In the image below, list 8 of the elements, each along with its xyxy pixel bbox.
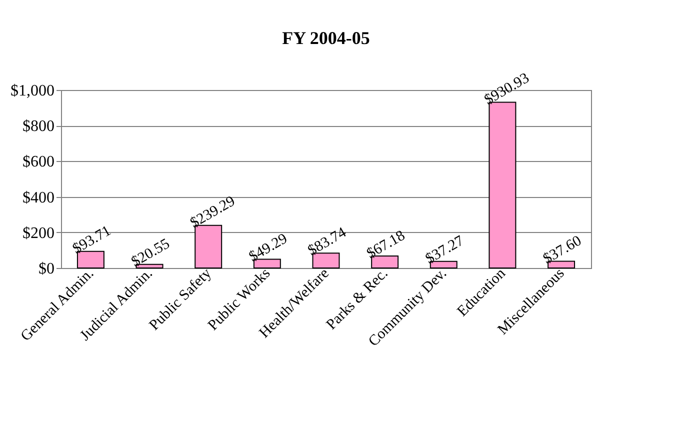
y-tick-label: $400 xyxy=(22,189,54,206)
bar xyxy=(136,264,164,268)
y-tick-label: $600 xyxy=(22,154,54,171)
y-tick-label: $1,000 xyxy=(10,82,54,100)
y-tick-label: $200 xyxy=(22,224,54,242)
chart-title: FY 2004-05 xyxy=(282,28,370,48)
y-tick-label: $800 xyxy=(22,118,54,136)
y-tick-label: $0 xyxy=(38,260,54,278)
